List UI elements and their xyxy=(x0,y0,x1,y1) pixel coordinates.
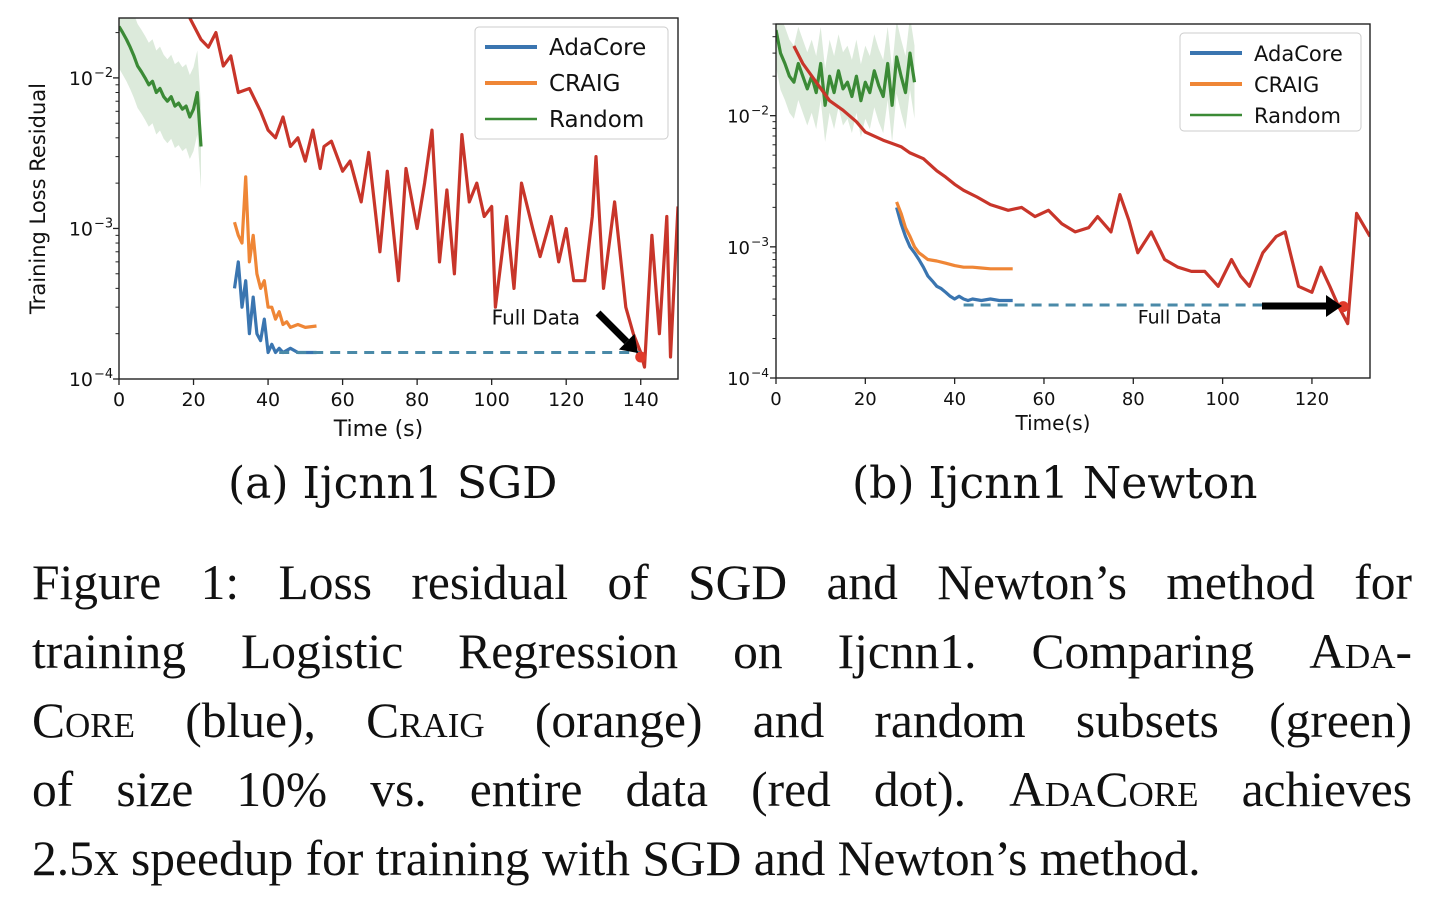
series-craig-line xyxy=(895,201,1013,271)
legend-label-craig: CRAIG xyxy=(549,71,620,97)
legend-label-adacore: AdaCore xyxy=(1254,42,1343,66)
x-tick-label: 20 xyxy=(181,389,205,411)
legend: AdaCore CRAIG Random xyxy=(1179,32,1362,132)
series-adacore-line xyxy=(232,260,317,355)
caption-line-4: of size 10% vs. entire data (red dot). A… xyxy=(32,755,1412,824)
series-random-band xyxy=(119,18,201,189)
caption-text: achieves xyxy=(1198,762,1412,817)
series-full-data-line xyxy=(188,18,678,369)
x-tick-label: 120 xyxy=(548,389,584,411)
caption-text: (blue), xyxy=(135,693,367,748)
legend-label-adacore: AdaCore xyxy=(549,35,646,61)
y-tick-label-exponent: −3 xyxy=(751,235,769,249)
annotation-arrow-head xyxy=(1326,295,1342,317)
y-tick-label: 10 xyxy=(69,218,93,240)
legend-label-random: Random xyxy=(1254,104,1341,128)
x-tick-label: 40 xyxy=(943,389,966,410)
caption-adacore-name: Core xyxy=(32,693,136,748)
x-tick-label: 80 xyxy=(405,389,429,411)
annotation-full-data-label: Full Data xyxy=(1138,307,1222,329)
legend-label-random: Random xyxy=(549,107,644,133)
legend-box xyxy=(474,26,669,140)
plot-frame xyxy=(118,17,679,380)
x-axis-label: Time (s) xyxy=(333,417,423,442)
annotation-arrow-head xyxy=(618,333,638,353)
y-tick-label-exponent: −2 xyxy=(751,104,769,118)
caption-line-3: Core (blue), Craig (orange) and random s… xyxy=(32,686,1412,755)
caption-line-1: Figure 1: Loss residual of SGD and Newto… xyxy=(32,555,1412,610)
caption-line-5: 2.5x speedup for training with SGD and N… xyxy=(32,831,1201,886)
figure-caption: Figure 1: Loss residual of SGD and Newto… xyxy=(32,548,1412,893)
legend-box xyxy=(1179,32,1362,132)
subcaption-a: (a) Ijcnn1 SGD xyxy=(228,458,558,509)
subcaption-b: (b) Ijcnn1 Newton xyxy=(852,458,1258,509)
caption-adacore-name: AdaCore xyxy=(1009,762,1199,817)
y-tick-label: 10 xyxy=(727,369,750,390)
full-data-marker xyxy=(1337,301,1349,313)
x-tick-label: 0 xyxy=(113,389,125,411)
x-tick-label: 80 xyxy=(1122,389,1145,410)
x-tick-label: 100 xyxy=(474,389,510,411)
series-craig-line xyxy=(232,175,317,329)
caption-adacore-name: Ada- xyxy=(1309,624,1412,679)
plot-area xyxy=(119,18,678,369)
y-tick-label-exponent: −2 xyxy=(94,66,113,81)
y-tick-label: 10 xyxy=(69,68,93,90)
plot-area xyxy=(776,24,1370,326)
plot-frame xyxy=(775,23,1371,379)
y-tick-label: 10 xyxy=(69,369,93,391)
full-data-marker xyxy=(635,351,647,363)
y-tick-label-exponent: −4 xyxy=(94,367,113,382)
x-tick-label: 60 xyxy=(1033,389,1056,410)
series-random-line xyxy=(119,25,203,147)
series-random-line xyxy=(776,29,917,107)
caption-text: (orange) and random subsets (green) xyxy=(484,693,1412,748)
caption-line-2: training Logistic Regression on Ijcnn1. … xyxy=(32,617,1412,686)
x-tick-label: 140 xyxy=(623,389,659,411)
caption-text: of size 10% vs. entire data (red dot). xyxy=(32,762,1010,817)
series-adacore-line xyxy=(895,206,1013,303)
caption-text: training Logistic Regression on Ijcnn1. … xyxy=(32,624,1310,679)
y-tick-label-exponent: −3 xyxy=(94,216,113,231)
x-tick-label: 100 xyxy=(1205,389,1239,410)
legend: AdaCore CRAIG Random xyxy=(474,26,669,140)
x-axis-label: Time(s) xyxy=(1015,411,1091,435)
series-full-data-line xyxy=(792,45,1370,326)
y-axis-label: Training Loss Residual xyxy=(26,83,50,315)
legend-label-craig: CRAIG xyxy=(1254,73,1319,97)
x-tick-label: 60 xyxy=(331,389,355,411)
y-tick-label: 10 xyxy=(727,107,750,128)
y-tick-label: 10 xyxy=(727,238,750,259)
annotation-arrow-shaft xyxy=(595,310,630,345)
x-tick-label: 120 xyxy=(1295,389,1329,410)
x-tick-label: 20 xyxy=(854,389,877,410)
x-tick-label: 40 xyxy=(256,389,280,411)
x-tick-label: 0 xyxy=(770,389,781,410)
annotation-full-data-label: Full Data xyxy=(492,306,580,330)
y-tick-label-exponent: −4 xyxy=(751,366,769,380)
caption-craig-name: Craig xyxy=(366,693,485,748)
